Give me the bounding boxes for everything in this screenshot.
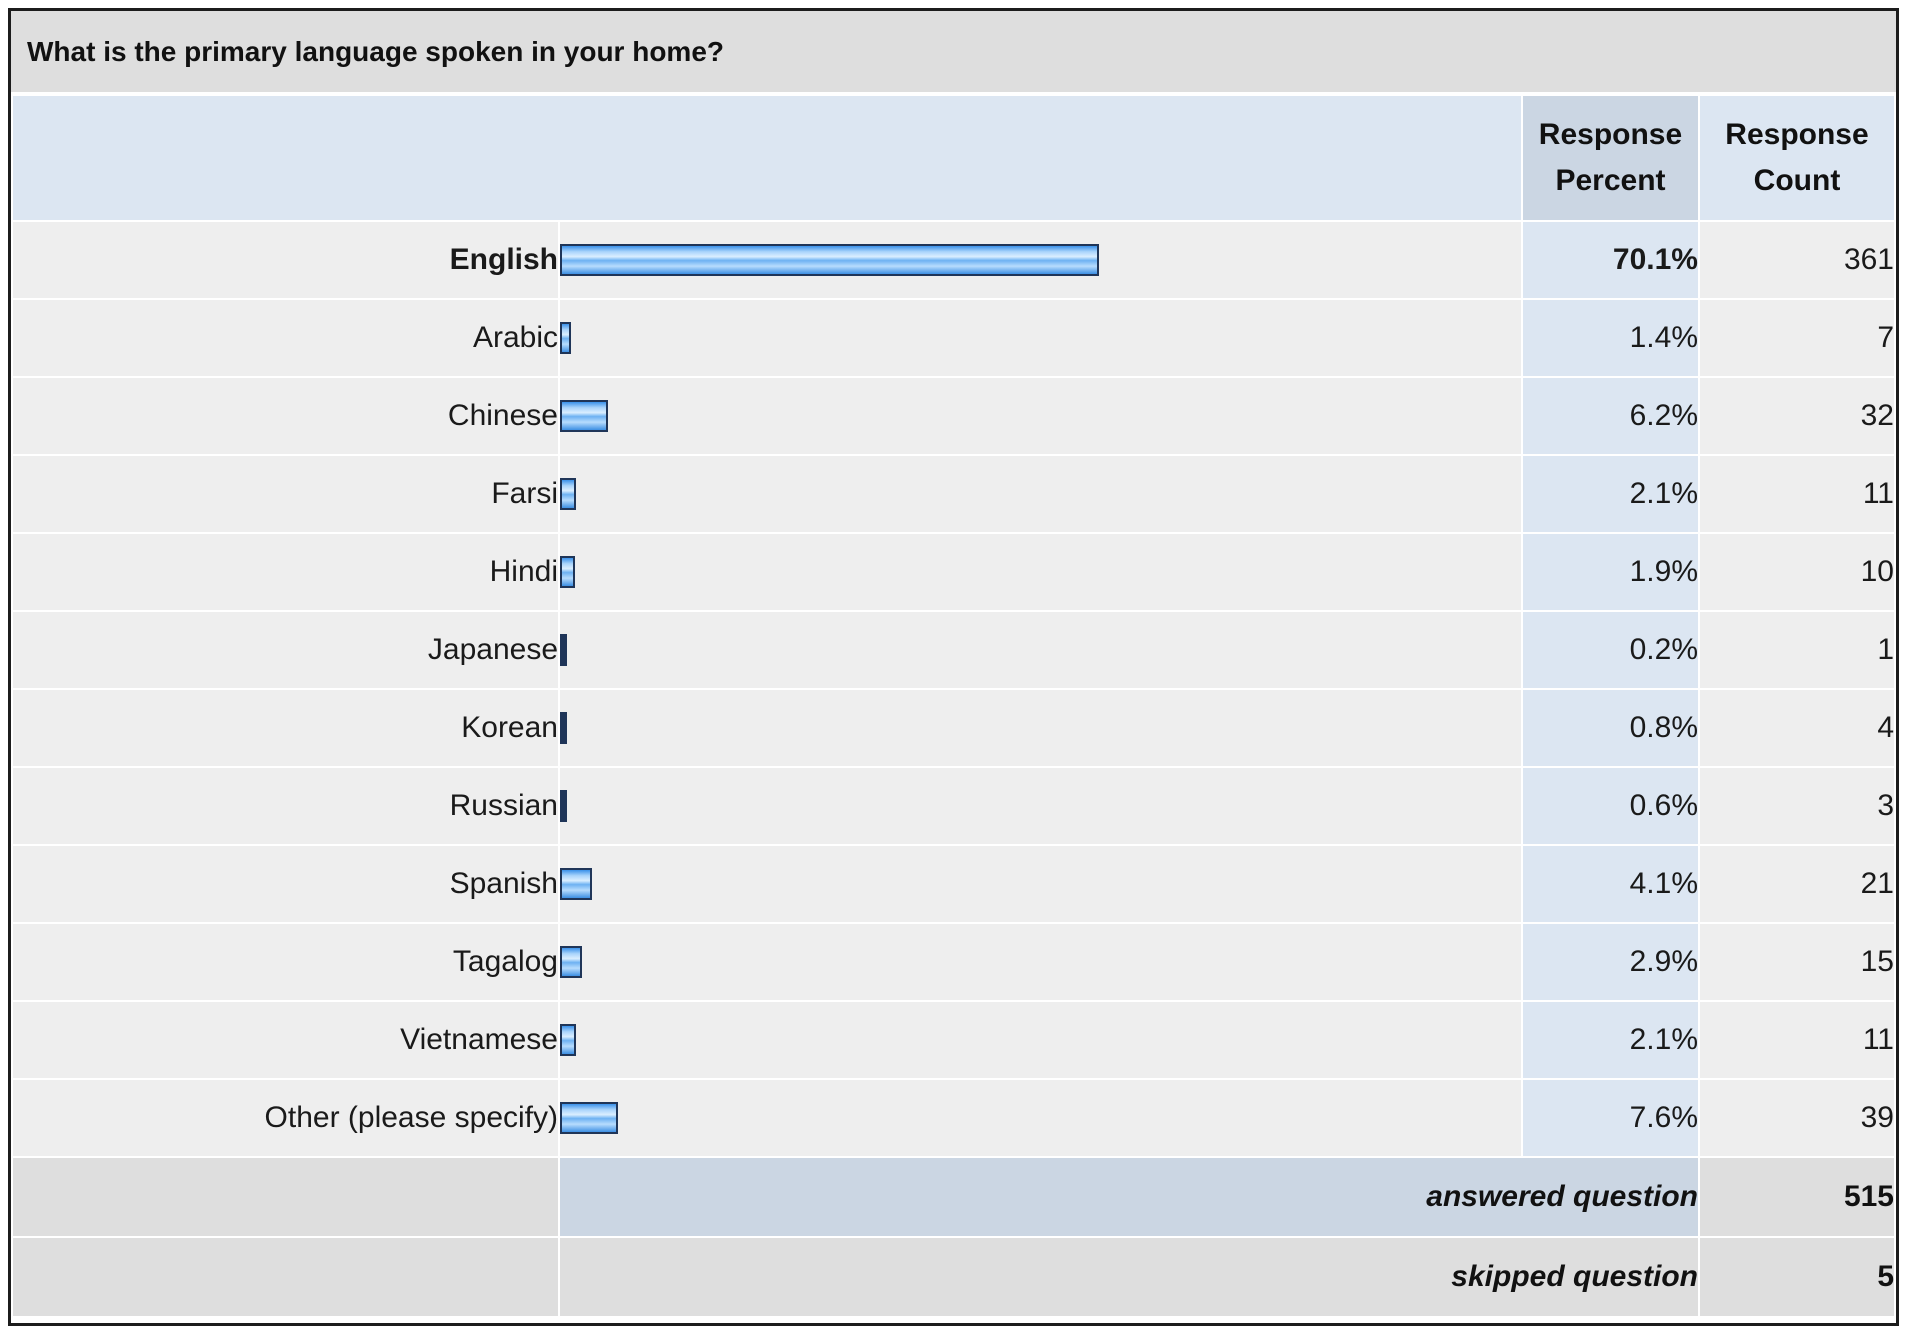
response-percent: 4.1% [1521,844,1700,924]
response-percent: 2.1% [1521,454,1700,534]
answer-row: Arabic 1.4% 7 [11,298,1896,378]
answer-bar-cell [558,298,1523,378]
answer-bar [560,712,567,744]
response-count: 3 [1698,766,1896,846]
response-count: 1 [1698,610,1896,690]
response-count-header-line2: Count [1753,164,1841,197]
answer-bar-cell [558,376,1523,456]
answer-row: Chinese 6.2% 32 [11,376,1896,456]
response-percent: 70.1% [1521,220,1700,300]
answer-bar [560,790,567,822]
answer-bar-cell [558,844,1523,924]
skipped-question-count: 5 [1698,1236,1896,1318]
results-table: Response Percent Response Count English 7… [11,94,1896,1318]
answer-label: Spanish [11,844,560,924]
answered-spacer [11,1156,560,1238]
answer-bar [560,868,592,900]
response-count-header: Response Count [1698,94,1896,222]
answered-question-label: answered question [558,1156,1700,1238]
response-percent-header-line1: Response [1538,118,1683,151]
response-count: 32 [1698,376,1896,456]
header-blank [11,94,1523,222]
answer-row: Korean 0.8% 4 [11,688,1896,768]
answer-bar-cell [558,532,1523,612]
answer-bar-cell [558,1000,1523,1080]
answer-row: Spanish 4.1% 21 [11,844,1896,924]
answer-bar [560,244,1099,276]
answer-bar-cell [558,454,1523,534]
answer-bar [560,1024,576,1056]
answer-label: Russian [11,766,560,846]
answer-bar-cell [558,688,1523,768]
response-count: 11 [1698,1000,1896,1080]
answer-row: Other (please specify) 7.6% 39 [11,1078,1896,1158]
skipped-spacer [11,1236,560,1318]
answer-label: Chinese [11,376,560,456]
answer-bar [560,556,575,588]
question-title: What is the primary language spoken in y… [11,11,1896,94]
answer-row: Japanese 0.2% 1 [11,610,1896,690]
response-count-header-line1: Response [1725,118,1869,151]
skipped-question-label: skipped question [558,1236,1700,1318]
answer-row: Tagalog 2.9% 15 [11,922,1896,1002]
response-percent: 0.2% [1521,610,1700,690]
answer-label: Vietnamese [11,1000,560,1080]
answered-question-count: 515 [1698,1156,1896,1238]
answer-bar [560,478,576,510]
response-count: 361 [1698,220,1896,300]
answer-bar [560,322,571,354]
response-count: 21 [1698,844,1896,924]
answer-label: Tagalog [11,922,560,1002]
header-row: Response Percent Response Count [11,94,1896,222]
response-percent: 1.9% [1521,532,1700,612]
answer-bar [560,634,567,666]
answer-label: Farsi [11,454,560,534]
answer-bar-cell [558,922,1523,1002]
answer-row: English 70.1% 361 [11,220,1896,300]
answer-label: Japanese [11,610,560,690]
response-percent: 0.6% [1521,766,1700,846]
response-percent: 6.2% [1521,376,1700,456]
answer-label: Other (please specify) [11,1078,560,1158]
response-percent: 7.6% [1521,1078,1700,1158]
response-percent: 2.9% [1521,922,1700,1002]
answer-label: Arabic [11,298,560,378]
answer-bar-cell [558,766,1523,846]
answer-bar [560,946,582,978]
answer-label: English [11,220,560,300]
response-percent-header: Response Percent [1521,94,1700,222]
response-percent: 1.4% [1521,298,1700,378]
answer-bar-cell [558,1078,1523,1158]
answer-bar [560,1102,618,1134]
response-count: 4 [1698,688,1896,768]
response-count: 39 [1698,1078,1896,1158]
answer-label: Korean [11,688,560,768]
answer-row: Hindi 1.9% 10 [11,532,1896,612]
response-percent: 2.1% [1521,1000,1700,1080]
response-count: 7 [1698,298,1896,378]
response-count: 10 [1698,532,1896,612]
survey-results-panel: What is the primary language spoken in y… [8,8,1899,1326]
skipped-row: skipped question 5 [11,1236,1896,1318]
response-count: 15 [1698,922,1896,1002]
answer-bar-cell [558,220,1523,300]
response-count: 11 [1698,454,1896,534]
answer-row: Russian 0.6% 3 [11,766,1896,846]
answer-bar-cell [558,610,1523,690]
answer-row: Farsi 2.1% 11 [11,454,1896,534]
answer-bar [560,400,608,432]
answer-label: Hindi [11,532,560,612]
response-percent-header-line2: Percent [1555,164,1666,197]
response-percent: 0.8% [1521,688,1700,768]
answer-rows: English 70.1% 361 Arabic 1.4% 7 Chinese 6.2% 32 F… [11,220,1896,1158]
answer-row: Vietnamese 2.1% 11 [11,1000,1896,1080]
answered-row: answered question 515 [11,1156,1896,1238]
